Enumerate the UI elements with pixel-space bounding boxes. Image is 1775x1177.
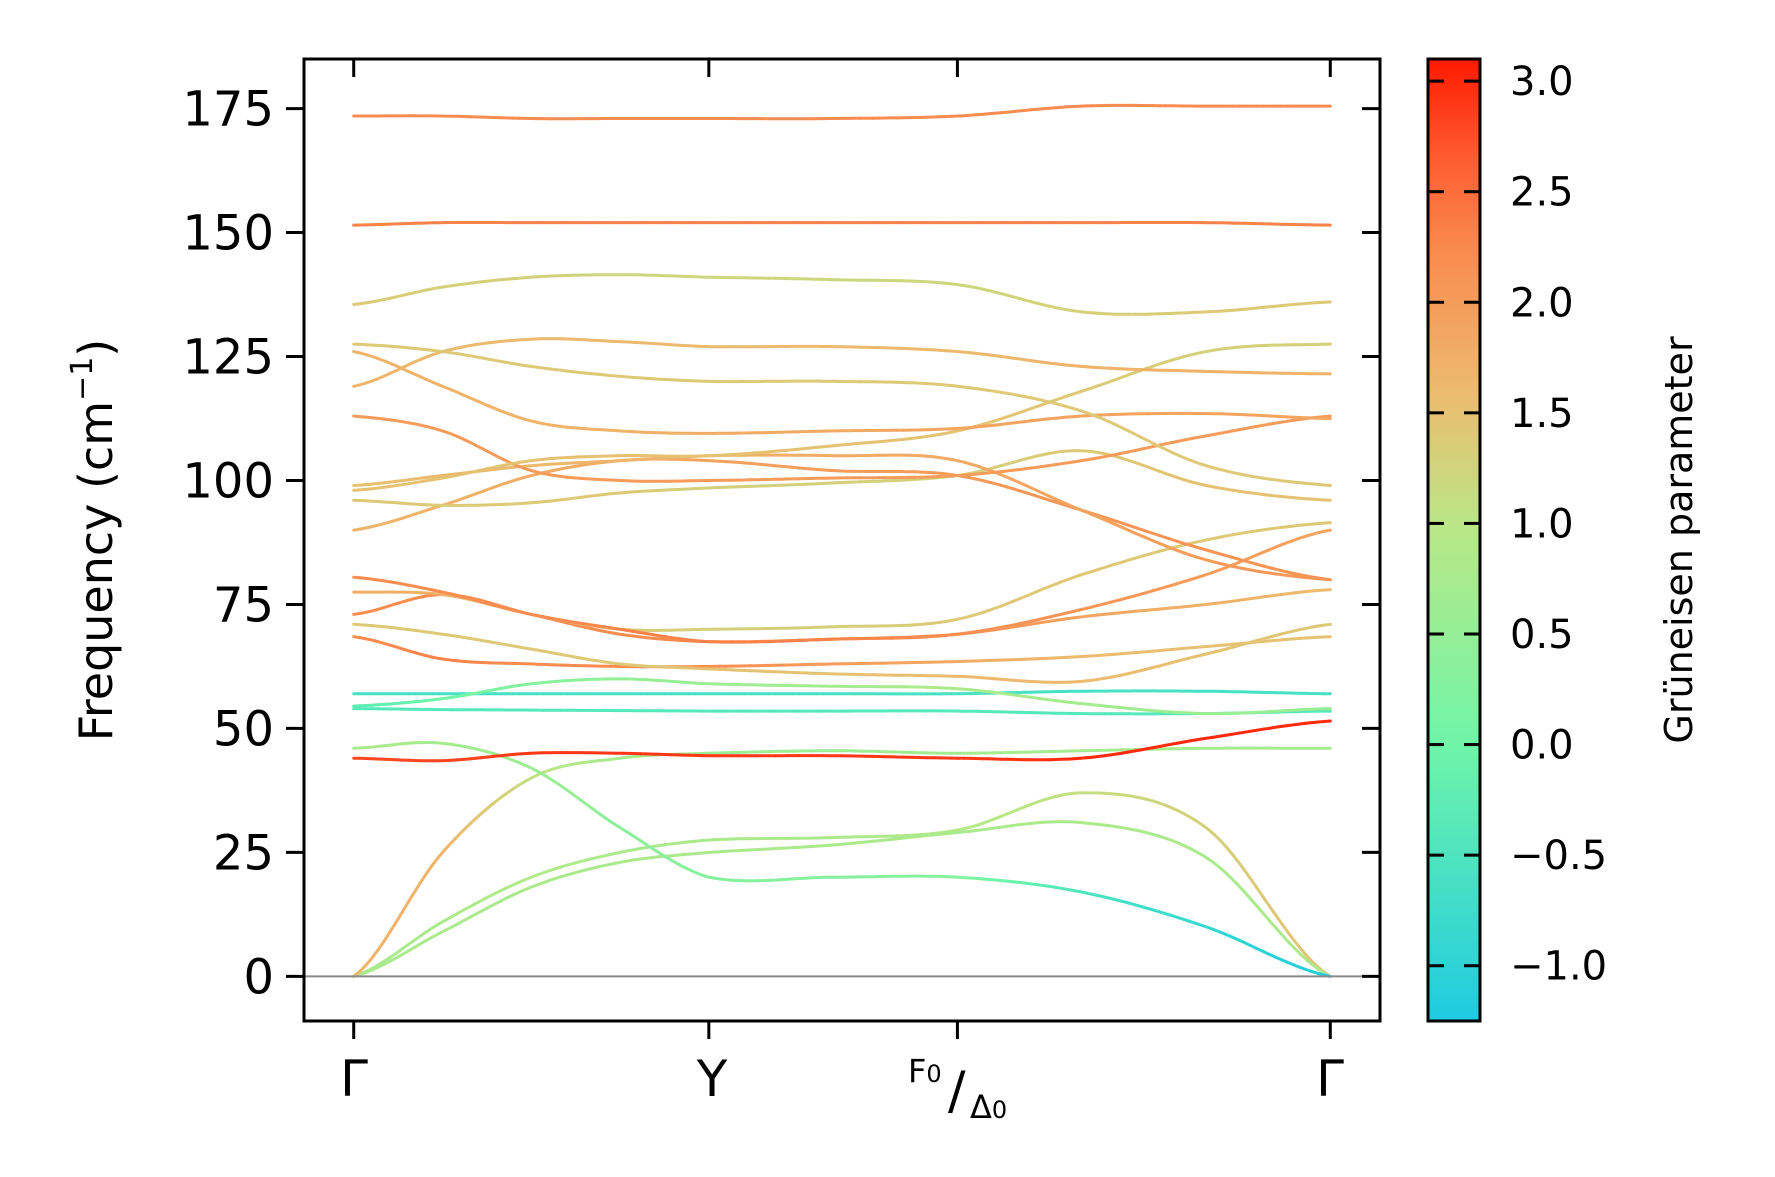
phonon-band-17 [352, 414, 1332, 483]
y-tick-label: 25 [213, 825, 274, 881]
phonon-bands [352, 103, 1332, 978]
band-segment [1273, 925, 1283, 936]
band-segment [401, 900, 411, 914]
x-tick-label-gamma-start: Γ [340, 1050, 368, 1108]
band-segment [419, 871, 429, 884]
y-tick-label: 0 [243, 949, 274, 1005]
colorbar-tick-label: 3.0 [1510, 59, 1574, 105]
band-segment [1267, 918, 1277, 929]
band-segment [1267, 904, 1277, 917]
phonon-band-21 [352, 342, 1332, 487]
band-segment [1286, 930, 1296, 942]
phonon-band-9 [352, 635, 1332, 669]
phonon-band-7 [352, 689, 1332, 696]
band-segment [1280, 932, 1290, 943]
x-tick-label-f0: F0 [908, 1052, 942, 1090]
plot-frame [302, 57, 1382, 1023]
band-segment [431, 854, 441, 866]
band-segment [1322, 414, 1332, 419]
phonon-band-5 [352, 719, 1332, 763]
band-segment [1322, 483, 1332, 487]
y-tick-labels: 0 25 50 75 100 125 150 175 [182, 82, 274, 1006]
band-segment [1249, 897, 1259, 908]
band-segment [364, 956, 374, 967]
phonon-band-10 [352, 622, 1332, 684]
phonon-band-8 [352, 677, 1332, 716]
phonon-band-15 [352, 449, 1332, 507]
colorbar-tick-label: 0.5 [1510, 612, 1574, 658]
band-segment [394, 910, 404, 924]
band-segment [1322, 528, 1332, 533]
band-segment [437, 847, 447, 858]
phonon-band-12 [352, 521, 1332, 632]
band-segment [376, 939, 386, 952]
band-segment [1322, 719, 1332, 723]
colorbar-tick-label: 2.5 [1510, 170, 1574, 216]
phonon-band-16 [352, 453, 1332, 582]
band-segment [1298, 946, 1308, 957]
y-tick-label: 50 [213, 701, 274, 757]
band-segment [1243, 869, 1253, 881]
band-segment [1255, 886, 1265, 899]
colorbar-label: Grüneisen parameter [1657, 336, 1701, 744]
phonon-band-22 [352, 273, 1332, 316]
band-segment [1322, 521, 1332, 525]
colorbar-tick-label: 1.0 [1510, 501, 1574, 547]
band-segment [388, 920, 398, 934]
y-tick-label: 125 [182, 330, 274, 386]
phonon-band-24 [352, 103, 1332, 121]
band-segment [382, 930, 392, 943]
phonon-band-2 [352, 820, 1332, 978]
x-tick-label-f0-delta0: F0 / Δ0 [908, 1052, 1007, 1126]
x-tick-label-y: Y [696, 1050, 728, 1108]
band-segment [1255, 904, 1265, 915]
x-tick-label-slash: / [948, 1061, 966, 1121]
phonon-band-4 [352, 741, 1332, 978]
y-axis-label: Frequency (cm−1) [65, 339, 123, 742]
band-segment [1243, 890, 1253, 901]
y-tick-label: 75 [213, 577, 274, 633]
phonon-band-20 [352, 350, 1332, 435]
x-tick-label-gamma-end: Γ [1316, 1050, 1344, 1108]
colorbar-gradient [1426, 57, 1482, 1023]
y-tick-label: 150 [182, 206, 274, 262]
phonon-band-3 [352, 746, 1332, 978]
x-tick-label-delta0: Δ0 [970, 1088, 1007, 1126]
phonon-band-13 [352, 575, 1332, 644]
y-tick-label: 175 [182, 82, 274, 138]
colorbar-tick-label: 1.5 [1510, 391, 1574, 437]
band-segment [1249, 877, 1259, 890]
colorbar-tick-label: 2.0 [1510, 280, 1574, 326]
band-segment [1322, 622, 1332, 627]
phonon-band-18 [352, 342, 1332, 492]
band-segment [407, 890, 417, 904]
band-segment [1237, 860, 1247, 873]
colorbar-tick-label: 0.0 [1510, 723, 1574, 769]
band-segment [1218, 839, 1228, 849]
axis-ticks [286, 59, 1380, 1039]
phonon-band-1 [352, 791, 1332, 978]
band-segment [370, 948, 380, 960]
colorbar-ticks: −1.0 −0.5 0.0 0.5 1.0 1.5 2.0 2.5 3.0 [1428, 59, 1607, 990]
band-segment [1261, 911, 1271, 922]
y-tick-label: 100 [182, 453, 274, 509]
phonon-band-23 [352, 221, 1332, 227]
band-segment [1322, 577, 1332, 582]
band-segment [1280, 921, 1290, 934]
colorbar: −1.0 −0.5 0.0 0.5 1.0 1.5 2.0 2.5 3.0 Grüneisen … [1426, 57, 1701, 1023]
band-segment [1225, 845, 1235, 857]
colorbar-tick-label: −0.5 [1510, 833, 1607, 879]
band-segment [1231, 853, 1241, 864]
band-segment [413, 880, 423, 894]
band-segment [1261, 895, 1271, 908]
y-axis-unit-exponent: −1 [65, 357, 100, 401]
band-segment [1273, 913, 1283, 925]
band-segment [425, 862, 435, 875]
colorbar-tick-label: −1.0 [1510, 944, 1607, 990]
band-segment [1292, 938, 1302, 950]
